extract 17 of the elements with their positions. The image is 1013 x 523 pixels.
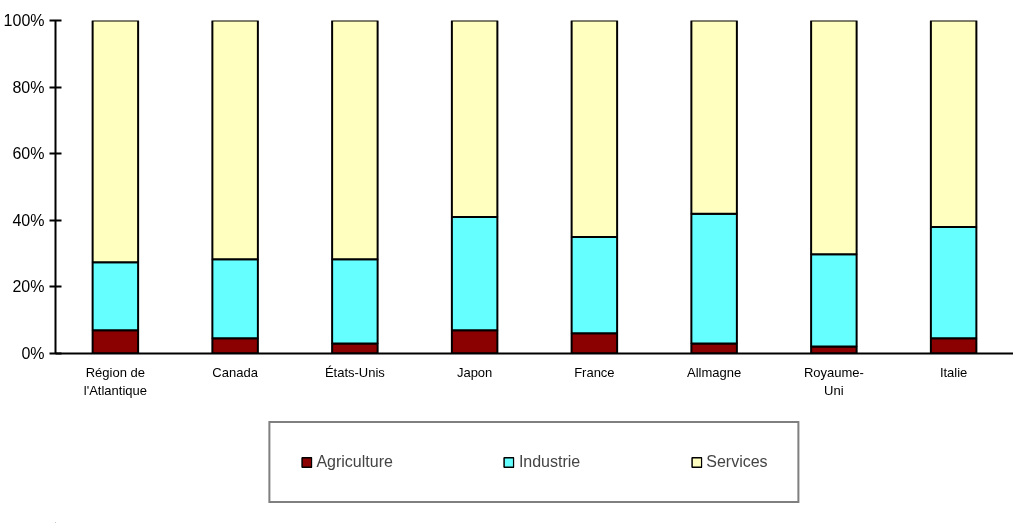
y-tick-label: 20% [12,278,45,296]
x-tick-label: Italie [939,364,968,380]
x-tick-label: Région de l'Atlantique [83,364,147,398]
legend-label: Industrie [518,452,581,471]
x-tick-label: Canada [212,364,259,380]
legend-label: Services [706,452,768,471]
x-tick-label: France [574,364,615,380]
y-tick-label: 0% [21,345,45,362]
x-tick-label: États-Unis [324,364,386,380]
x-tick-label: Japon [456,364,493,380]
legend-label: Agriculture [316,452,393,471]
y-tick-label: 60% [12,145,45,163]
y-tick-label: 100% [3,12,45,29]
x-tick-label: Allmagne [687,364,742,380]
x-tick-label: Royaume-Uni [803,364,864,398]
y-tick-label: 80% [12,78,45,96]
y-tick-label: 40% [12,211,45,229]
